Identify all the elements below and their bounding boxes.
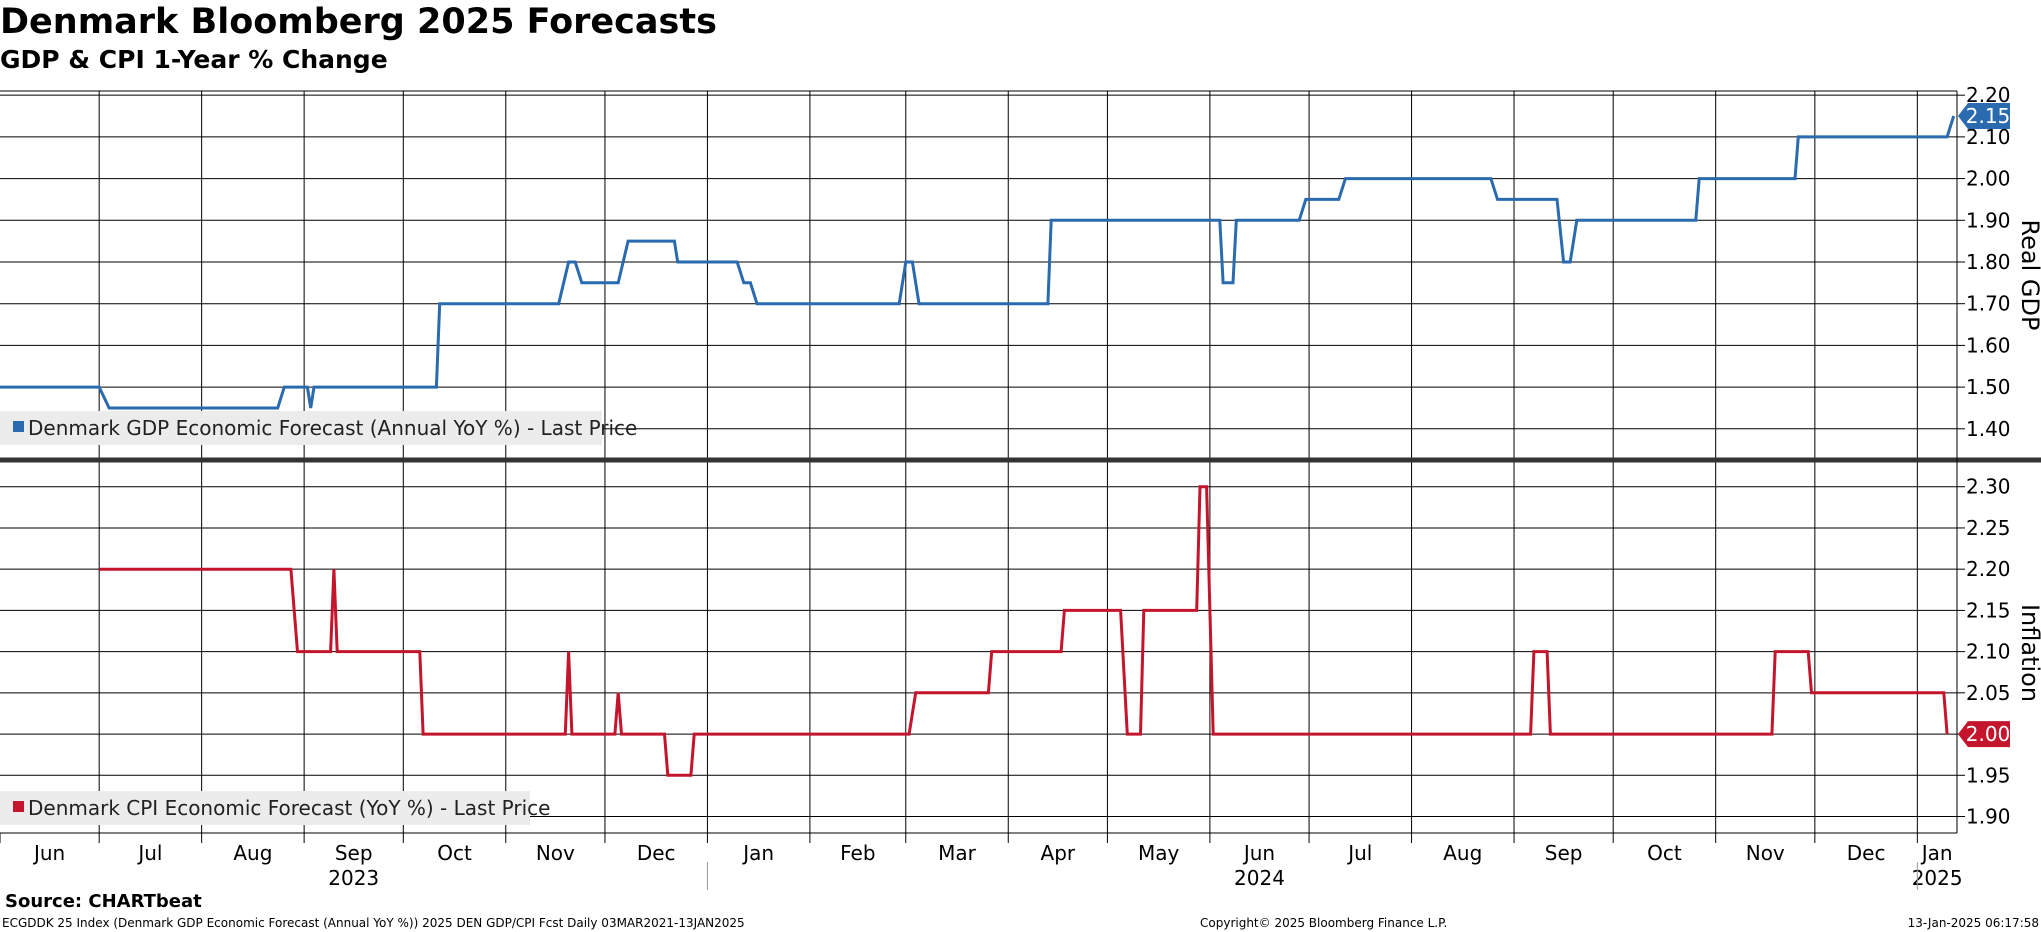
last-value-badge — [1958, 103, 2010, 130]
y-tick-label: 2.00 — [1966, 167, 2011, 191]
month-tick-label: Jul — [136, 841, 162, 865]
month-tick-label: Dec — [1847, 841, 1886, 865]
y-tick-label: 1.60 — [1966, 333, 2011, 357]
legend-swatch — [13, 421, 24, 432]
month-tick-label: Feb — [840, 841, 875, 865]
series-line — [0, 115, 1956, 410]
y-axis-title: Inflation — [2016, 604, 2041, 702]
legend-label: Denmark CPI Economic Forecast (YoY %) - … — [28, 796, 550, 820]
month-tick-label: Aug — [1443, 841, 1482, 865]
month-tick-label: Sep — [1545, 841, 1583, 865]
y-tick-label: 2.30 — [1966, 475, 2011, 499]
y-tick-label: 1.90 — [1966, 805, 2011, 829]
y-tick-label: 2.10 — [1966, 640, 2011, 664]
month-tick-label: Jan — [741, 841, 774, 865]
y-tick-label: 2.20 — [1966, 557, 2011, 581]
month-tick-label: Mar — [938, 841, 977, 865]
y-axis-title: Real GDP — [2016, 220, 2041, 331]
y-tick-label: 2.05 — [1966, 681, 2011, 705]
last-value-badge — [1958, 721, 2010, 748]
axis-layer: Jun Jul Aug Sep Oct Nov Dec Jan Feb Mar Apr May Jun J… — [0, 83, 2041, 890]
month-tick-label: Jan — [1920, 841, 1953, 865]
month-tick-label: Aug — [233, 841, 272, 865]
year-tick-label: 2025 — [1912, 866, 1963, 890]
month-tick-label: Nov — [536, 841, 575, 865]
month-tick-label: Oct — [437, 841, 472, 865]
year-tick-label: 2024 — [1234, 866, 1285, 890]
month-tick-label: Nov — [1746, 841, 1785, 865]
last-value-label: 2.15 — [1966, 104, 2011, 128]
month-tick-label: Oct — [1647, 841, 1682, 865]
page-subtitle: GDP & CPI 1-Year % Change — [0, 45, 388, 74]
legend-swatch — [13, 801, 24, 812]
ticker-description: ECGDDK 25 Index (Denmark GDP Economic Fo… — [2, 916, 745, 930]
month-tick-label: May — [1138, 841, 1180, 865]
y-tick-label: 2.25 — [1966, 516, 2011, 540]
y-tick-label: 1.70 — [1966, 292, 2011, 316]
month-tick-label: Sep — [335, 841, 373, 865]
month-tick-label: Jun — [1242, 841, 1275, 865]
y-tick-label: 1.90 — [1966, 208, 2011, 232]
last-value-label: 2.00 — [1966, 722, 2011, 746]
month-tick-label: Apr — [1041, 841, 1076, 865]
y-tick-label: 1.80 — [1966, 250, 2011, 274]
y-tick-label: 2.15 — [1966, 598, 2011, 622]
series-line — [99, 485, 1949, 777]
source-label: Source: CHARTbeat — [5, 891, 202, 912]
month-tick-label: Jun — [32, 841, 65, 865]
legend-layer: Denmark GDP Economic Forecast (Annual Yo… — [0, 411, 637, 825]
month-tick-label: Dec — [637, 841, 676, 865]
frame-layer — [0, 90, 2041, 834]
copyright-text: Copyright© 2025 Bloomberg Finance L.P. — [1200, 916, 1448, 930]
y-tick-label: 1.40 — [1966, 417, 2011, 441]
year-tick-label: 2023 — [328, 866, 379, 890]
legend-box — [0, 791, 530, 825]
month-tick-label: Jul — [1346, 841, 1372, 865]
timestamp-text: 13-Jan-2025 06:17:58 — [1907, 916, 2039, 930]
page-title: Denmark Bloomberg 2025 Forecasts — [0, 2, 717, 42]
series-layer — [0, 115, 1956, 777]
y-tick-label: 1.50 — [1966, 375, 2011, 399]
y-tick-label: 1.95 — [1966, 763, 2011, 787]
legend-label: Denmark GDP Economic Forecast (Annual Yo… — [28, 416, 637, 440]
legend-box — [0, 411, 602, 445]
